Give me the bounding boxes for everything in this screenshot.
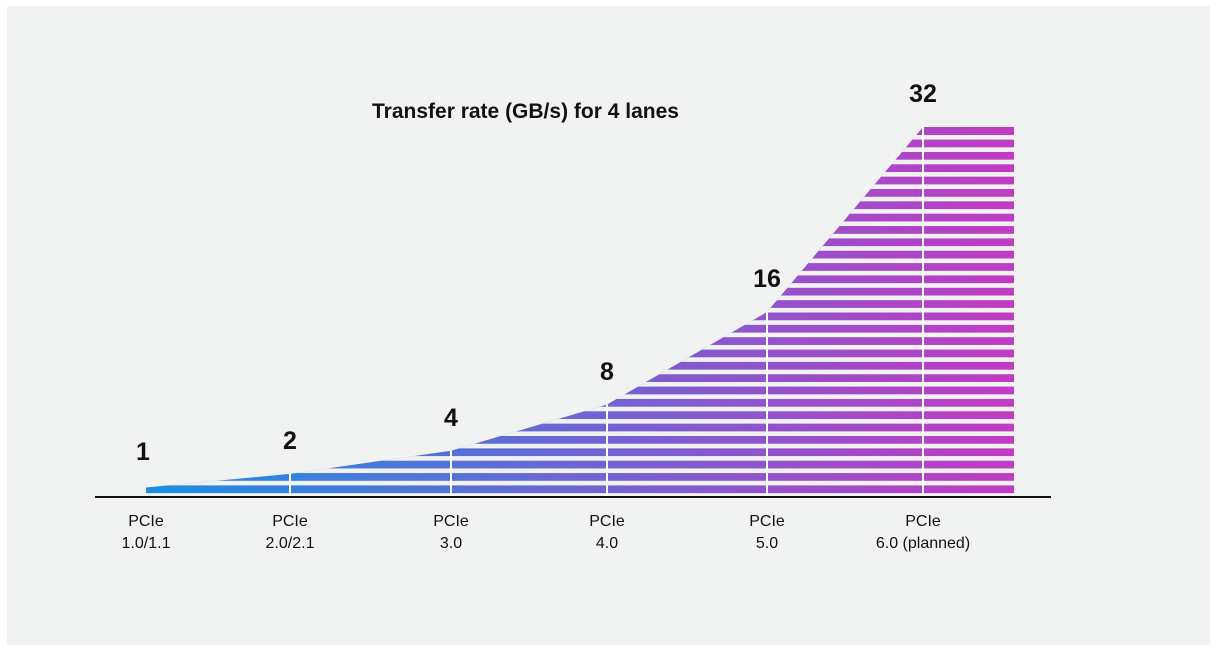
area-stripe-gap bbox=[146, 419, 1014, 424]
area-stripe-gap bbox=[146, 270, 1014, 276]
version-markers bbox=[289, 127, 924, 497]
data-label: 4 bbox=[444, 403, 458, 432]
data-label: 8 bbox=[600, 357, 614, 386]
area-stripe-gap bbox=[146, 431, 1014, 436]
chart-title: Transfer rate (GB/s) for 4 lanes bbox=[372, 100, 679, 123]
area-stripe-gap bbox=[146, 135, 1014, 140]
x-tick-label-line: 3.0 bbox=[439, 535, 463, 552]
x-tick-label: PCIe 6.0 (planned) bbox=[876, 511, 970, 555]
area-stripe-gap bbox=[146, 147, 1014, 152]
area-stripe-gap bbox=[146, 159, 1014, 165]
area-stripe-gap bbox=[146, 332, 1014, 338]
x-tick-label-line: PCIe bbox=[589, 513, 625, 530]
area-stripe-gap bbox=[146, 307, 1014, 313]
area-stripe-gap bbox=[146, 221, 1014, 227]
area-stripe-gap bbox=[146, 283, 1014, 288]
x-tick-label-line: 5.0 bbox=[755, 535, 779, 552]
area-stripe-gap bbox=[146, 357, 1014, 362]
x-tick-label: PCIe 5.0 bbox=[749, 511, 785, 555]
area-stripe-gap bbox=[146, 406, 1014, 412]
x-tick-label: PCIe 4.0 bbox=[589, 511, 625, 555]
x-tick-label: PCIe 1.0/1.1 bbox=[122, 511, 171, 555]
area-stripe-gap bbox=[146, 209, 1014, 214]
area-stripe-gap bbox=[146, 295, 1014, 301]
x-tick-label-line: 6.0 (planned) bbox=[875, 535, 971, 552]
area-stripe-gap bbox=[146, 172, 1014, 177]
area-stripe-gap bbox=[146, 246, 1014, 251]
data-label: 1 bbox=[136, 438, 150, 467]
x-tick-label-line: 1.0/1.1 bbox=[121, 535, 171, 552]
x-tick-label-line: PCIe bbox=[749, 513, 785, 530]
area-stripe-gap bbox=[146, 184, 1014, 189]
x-tick-label: PCIe 3.0 bbox=[433, 511, 469, 555]
x-tick-label-line: 2.0/2.1 bbox=[265, 535, 315, 552]
area-stripe-gap bbox=[146, 369, 1014, 375]
x-tick-label-line: 4.0 bbox=[595, 535, 619, 552]
x-tick-label-line: PCIe bbox=[128, 513, 164, 530]
area-stripe-gap bbox=[146, 456, 1014, 461]
area-stripe-gap bbox=[146, 196, 1014, 202]
x-tick-label-line: PCIe bbox=[433, 513, 469, 530]
data-label: 16 bbox=[753, 265, 781, 293]
area-stripe-gap bbox=[146, 394, 1014, 399]
area-stripe-gap bbox=[146, 468, 1014, 474]
area-stripe-gap bbox=[146, 344, 1014, 350]
area-stripe-gap bbox=[146, 233, 1014, 239]
area-stripe-gap bbox=[146, 258, 1014, 264]
data-label: 32 bbox=[909, 80, 937, 108]
area-stripe-gap bbox=[146, 493, 1014, 497]
area-stripe-gap bbox=[146, 480, 1014, 486]
area-fill bbox=[146, 127, 1014, 497]
area-stripe-gap bbox=[146, 382, 1014, 387]
area-stripe-gap bbox=[146, 320, 1014, 325]
x-tick-label: PCIe 2.0/2.1 bbox=[266, 511, 315, 555]
area-stripe-gap bbox=[146, 443, 1014, 449]
data-label: 2 bbox=[283, 426, 297, 455]
x-tick-label-line: PCIe bbox=[905, 513, 941, 530]
x-tick-label-line: PCIe bbox=[272, 513, 308, 530]
